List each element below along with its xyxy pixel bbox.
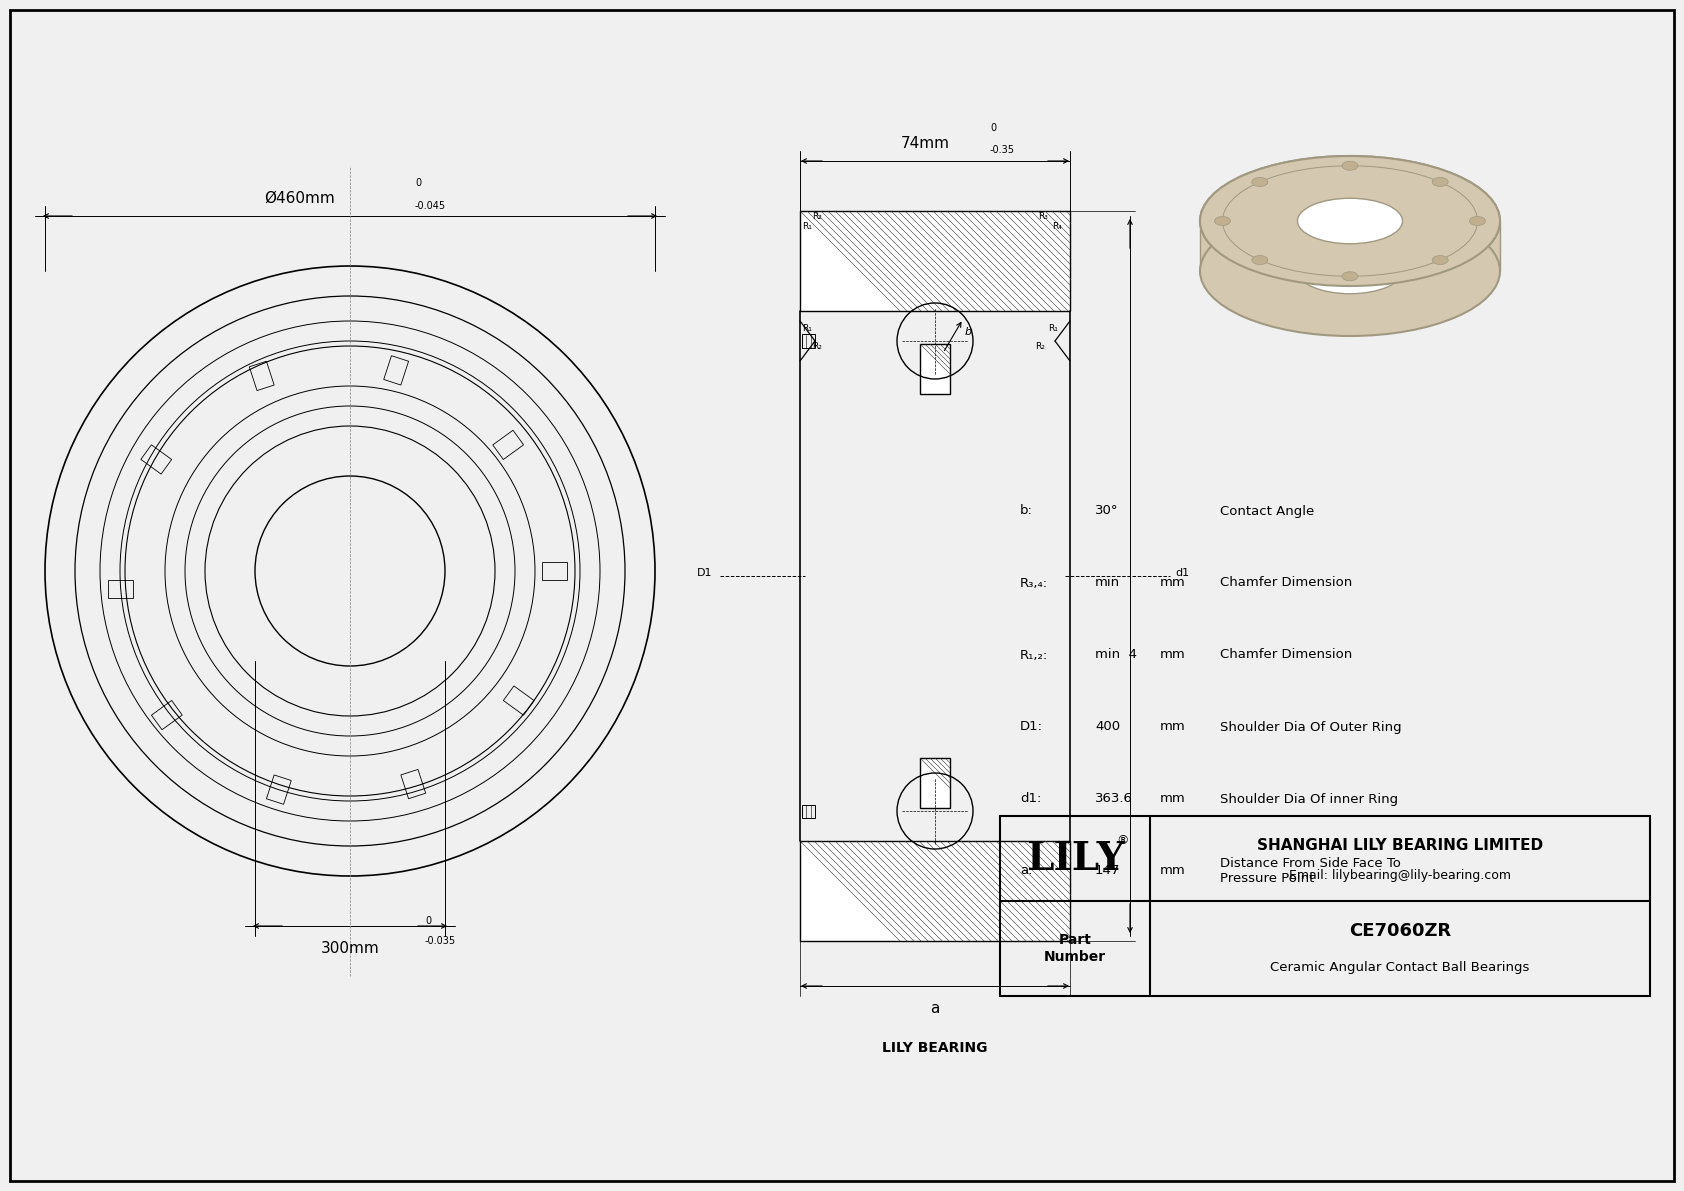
Text: Chamfer Dimension: Chamfer Dimension [1219, 576, 1352, 590]
Ellipse shape [1431, 177, 1448, 187]
Text: SHANGHAI LILY BEARING LIMITED: SHANGHAI LILY BEARING LIMITED [1256, 838, 1543, 853]
Bar [141, 444, 172, 474]
Ellipse shape [1470, 217, 1485, 225]
Text: 0: 0 [424, 916, 431, 925]
Text: Shoulder Dia Of Outer Ring: Shoulder Dia Of Outer Ring [1219, 721, 1401, 734]
Text: 363.6: 363.6 [1095, 792, 1133, 805]
Text: mm: mm [1160, 649, 1186, 661]
Text: Distance From Side Face To
Pressure Point: Distance From Side Face To Pressure Poin… [1219, 858, 1401, 885]
Text: Contact Angle: Contact Angle [1219, 505, 1314, 518]
Ellipse shape [1251, 177, 1268, 187]
Text: mm: mm [1160, 576, 1186, 590]
Ellipse shape [1201, 156, 1500, 286]
Bar [266, 775, 291, 804]
Ellipse shape [1342, 161, 1357, 170]
Text: R₃,₄:: R₃,₄: [1021, 576, 1047, 590]
Ellipse shape [1297, 198, 1403, 244]
Ellipse shape [1431, 256, 1448, 264]
Text: 400: 400 [1095, 721, 1120, 734]
Text: 0: 0 [990, 123, 997, 133]
Bar [1000, 816, 1650, 996]
Ellipse shape [1297, 248, 1403, 294]
Text: CE7060ZR: CE7060ZR [1349, 922, 1452, 941]
Ellipse shape [1433, 256, 1448, 264]
Polygon shape [919, 757, 950, 807]
Text: LILY: LILY [1026, 840, 1125, 878]
Ellipse shape [1433, 177, 1448, 186]
Text: b:: b: [1021, 505, 1032, 518]
Text: b: b [965, 328, 972, 337]
Polygon shape [919, 344, 950, 394]
Text: Chamfer Dimension: Chamfer Dimension [1219, 649, 1352, 661]
Polygon shape [800, 841, 1069, 941]
Text: R₁: R₁ [802, 222, 812, 231]
Ellipse shape [1253, 177, 1268, 186]
Text: d1:: d1: [1021, 792, 1041, 805]
Text: mm: mm [1160, 721, 1186, 734]
Ellipse shape [1470, 217, 1485, 225]
Text: R₃: R₃ [1037, 212, 1047, 222]
Text: R₁: R₁ [1047, 324, 1058, 333]
Bar [504, 686, 534, 715]
Ellipse shape [1251, 256, 1268, 264]
Polygon shape [800, 211, 1069, 311]
Ellipse shape [1342, 272, 1357, 281]
Text: -0.35: -0.35 [990, 145, 1015, 155]
Text: R₁: R₁ [802, 324, 812, 333]
Text: -0.045: -0.045 [414, 201, 446, 211]
Text: R₂: R₂ [812, 342, 822, 351]
Text: a:: a: [1021, 865, 1032, 878]
Polygon shape [1201, 222, 1500, 272]
Ellipse shape [1214, 217, 1229, 225]
Ellipse shape [1342, 273, 1357, 280]
Text: ®: ® [1116, 834, 1130, 847]
Text: a: a [930, 1000, 940, 1016]
Bar [542, 562, 568, 580]
Text: D1:: D1: [1021, 721, 1042, 734]
Ellipse shape [1297, 198, 1403, 244]
Text: d1: d1 [1175, 568, 1189, 578]
Bar [493, 430, 524, 460]
Text: 300mm: 300mm [320, 941, 379, 956]
Bar [384, 356, 409, 385]
Ellipse shape [1201, 206, 1500, 336]
Bar [152, 700, 182, 730]
Ellipse shape [1342, 162, 1357, 170]
Text: Shoulder Dia Of inner Ring: Shoulder Dia Of inner Ring [1219, 792, 1398, 805]
Text: Ceramic Angular Contact Ball Bearings: Ceramic Angular Contact Ball Bearings [1270, 961, 1529, 974]
Text: 30°: 30° [1095, 505, 1118, 518]
Text: 74mm: 74mm [901, 136, 950, 151]
Text: R₂: R₂ [1036, 342, 1044, 351]
Bar [108, 580, 133, 598]
Text: Email: lilybearing@lily-bearing.com: Email: lilybearing@lily-bearing.com [1288, 869, 1511, 883]
Text: 147: 147 [1095, 865, 1120, 878]
Text: min: min [1095, 576, 1120, 590]
Text: R₄: R₄ [1052, 222, 1063, 231]
Text: R₂: R₂ [812, 212, 822, 222]
Text: Ø460mm: Ø460mm [264, 191, 335, 206]
Text: mm: mm [1160, 792, 1186, 805]
Text: 0: 0 [414, 177, 421, 188]
Bar [802, 804, 815, 817]
Bar [401, 769, 426, 799]
Text: -0.035: -0.035 [424, 936, 456, 946]
Ellipse shape [1201, 156, 1500, 286]
Ellipse shape [1253, 256, 1268, 264]
Bar [802, 335, 815, 348]
Ellipse shape [1214, 217, 1231, 225]
Text: Part
Number: Part Number [1044, 934, 1106, 964]
Text: LILY BEARING: LILY BEARING [882, 1041, 989, 1055]
Text: min  4: min 4 [1095, 649, 1137, 661]
Text: D1: D1 [697, 568, 712, 578]
Text: R₁,₂:: R₁,₂: [1021, 649, 1047, 661]
Bar [249, 361, 274, 391]
Text: mm: mm [1160, 865, 1186, 878]
